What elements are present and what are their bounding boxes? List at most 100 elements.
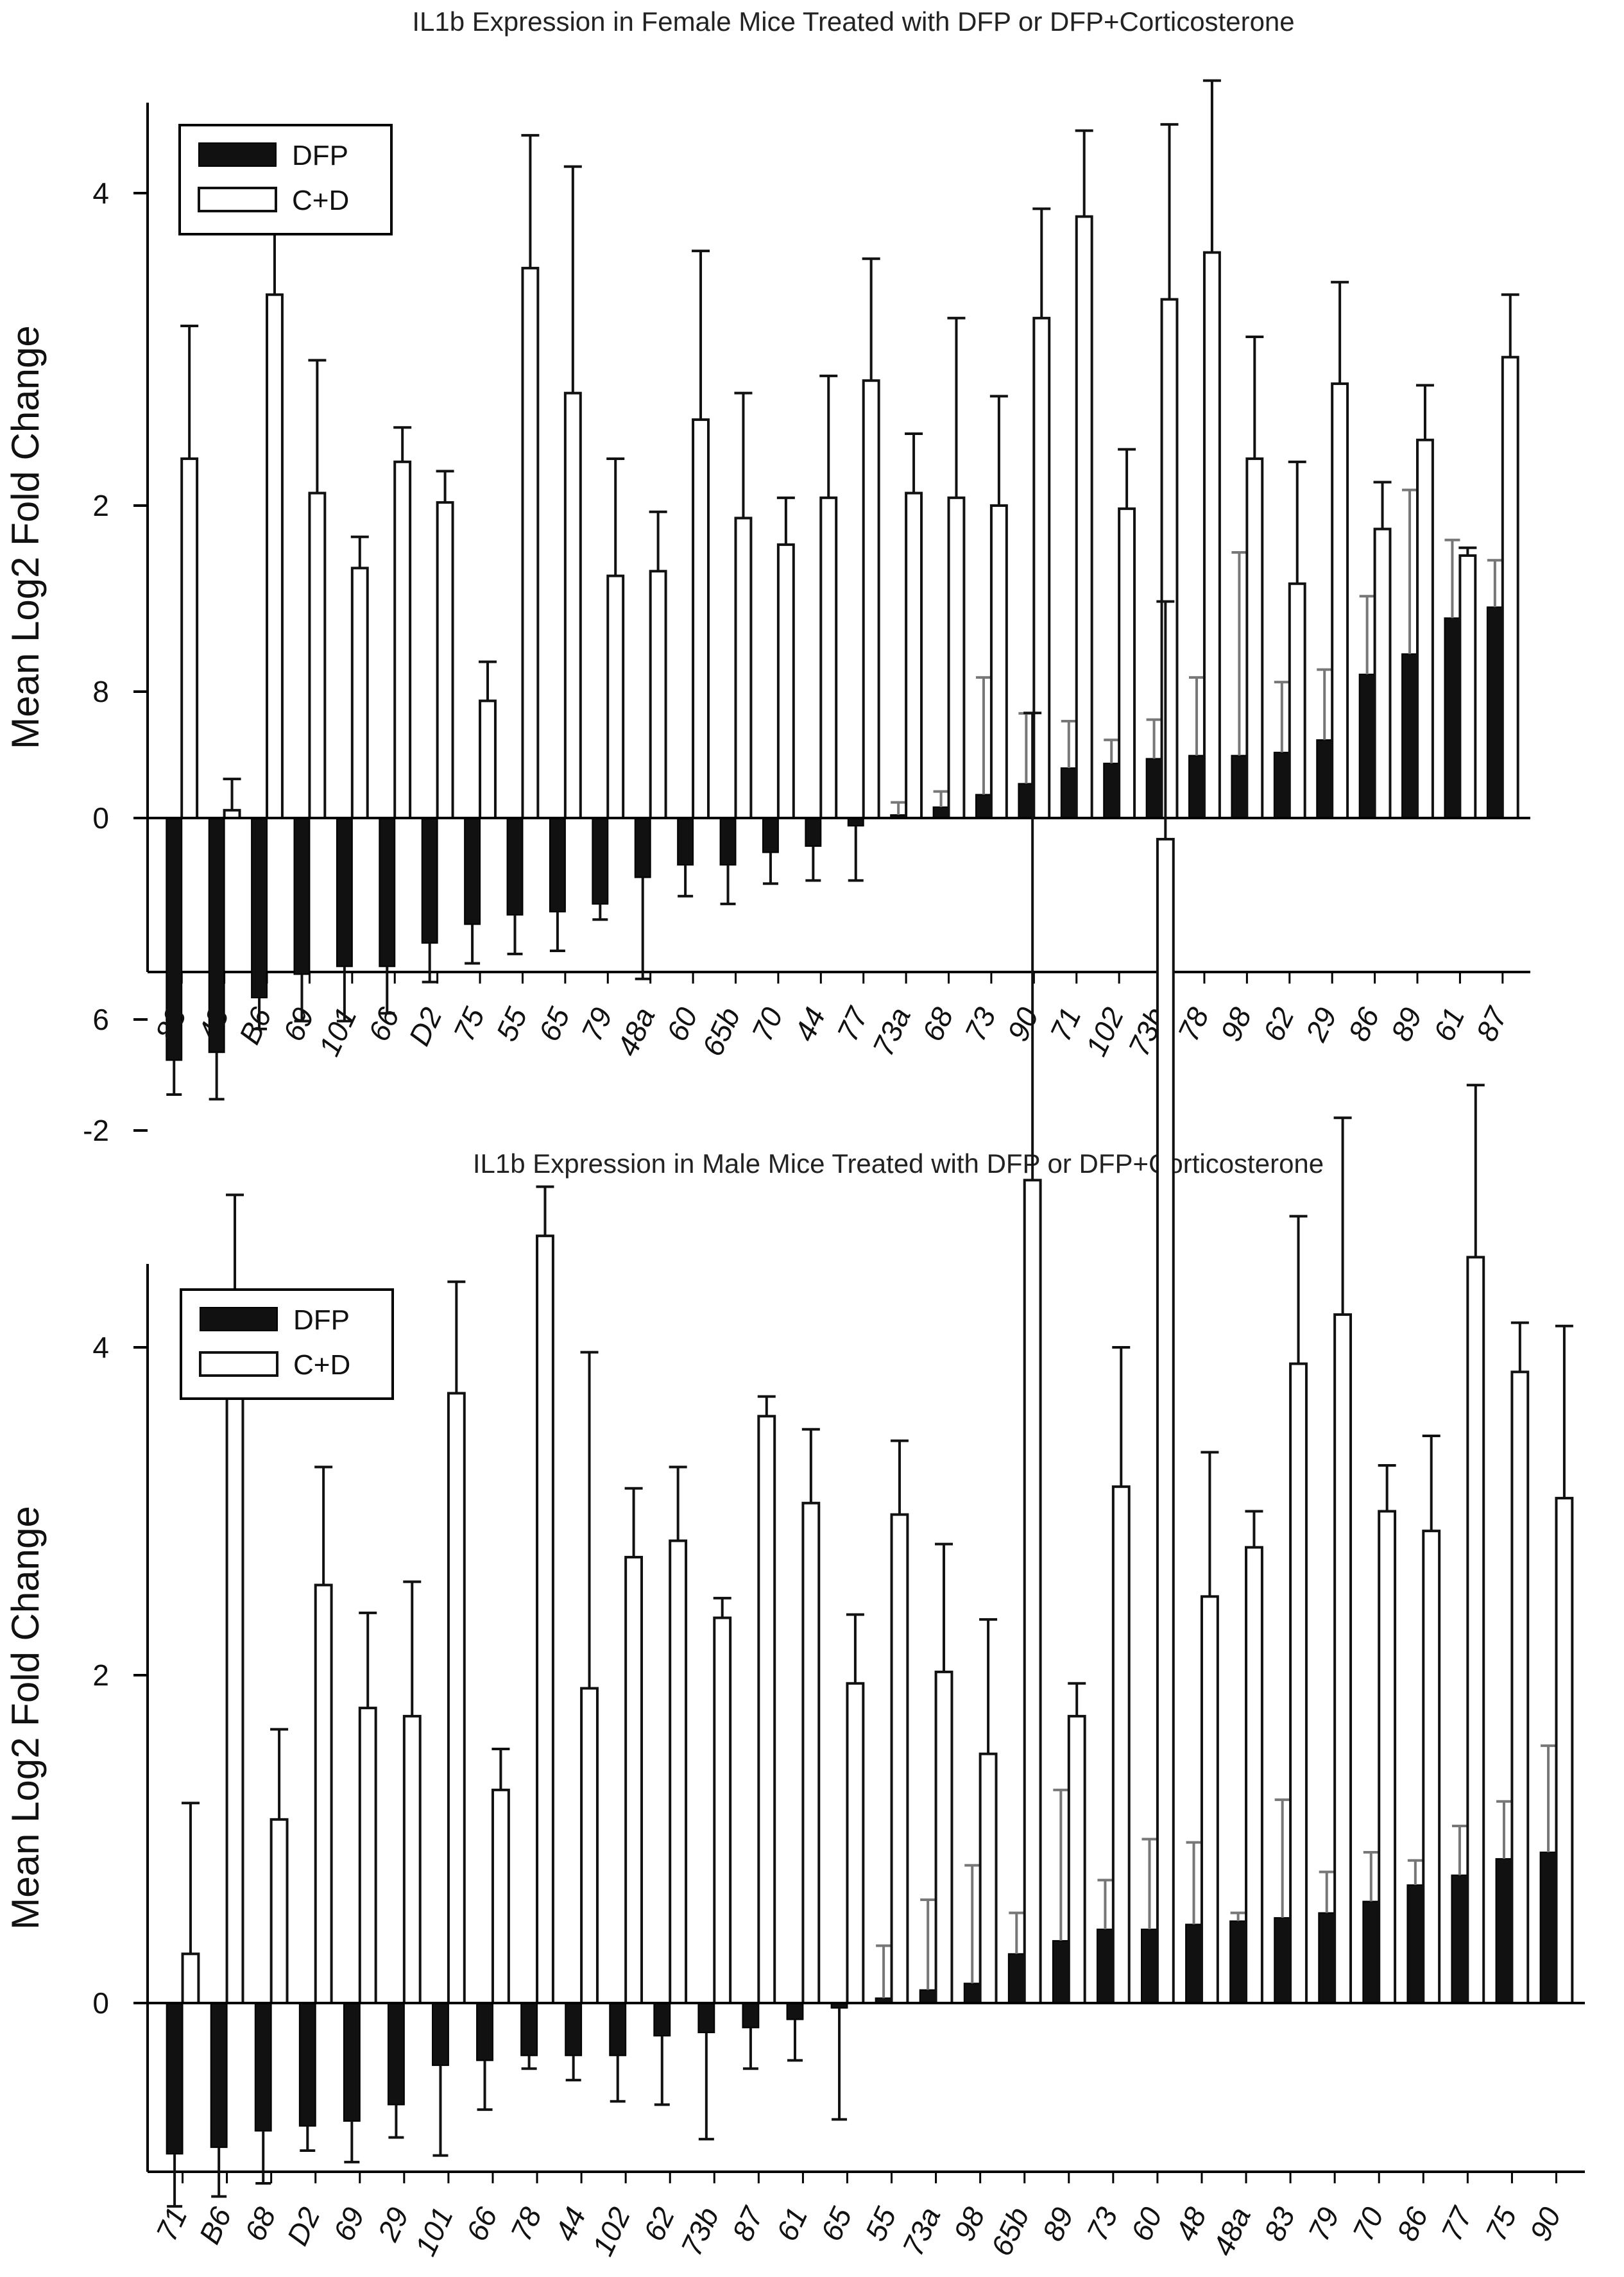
y-tick-label: 4 xyxy=(92,176,109,210)
x-tick-label: 48a xyxy=(1206,2202,1258,2261)
x-tick-label: 68 xyxy=(916,1002,960,1046)
bar-cd xyxy=(521,266,540,819)
bar-dfp xyxy=(379,817,396,968)
x-tick-label: 83 xyxy=(149,1002,193,1046)
x-tick-label: 77 xyxy=(1435,2201,1479,2246)
x-tick-label: 77 xyxy=(830,1002,875,1046)
y-tick-label: -2 xyxy=(83,1114,109,1147)
female-chart: IL1b Expression in Female Mice Treated w… xyxy=(4,6,1530,1147)
x-tick-label: 62 xyxy=(637,2202,681,2246)
bar-cd xyxy=(1378,1510,1397,2004)
bar-dfp xyxy=(1060,767,1077,819)
legend: DFP C+D xyxy=(178,124,393,235)
y-tick-label: 8 xyxy=(92,675,109,708)
bar-cd xyxy=(1501,355,1519,819)
x-tick-label: 90 xyxy=(1523,2202,1568,2246)
legend-label-cd: C+D xyxy=(293,1349,350,1381)
bar-cd xyxy=(580,1687,599,2004)
bar-dfp xyxy=(166,2002,184,2155)
x-tick-label: 44 xyxy=(548,2202,592,2246)
bar-dfp xyxy=(677,817,694,866)
bar-cd xyxy=(989,504,1008,819)
bar-dfp xyxy=(1096,1929,1114,2004)
bar-cd xyxy=(1288,582,1306,819)
bar-dfp xyxy=(254,2002,272,2132)
bar-cd xyxy=(563,391,582,819)
bar-cd xyxy=(757,1415,776,2005)
x-tick-label: 87 xyxy=(726,2201,770,2246)
bar-dfp xyxy=(520,2002,538,2056)
legend-swatch-cd xyxy=(198,187,277,212)
y-tick-label: 2 xyxy=(92,1659,109,1692)
x-tick-label: 78 xyxy=(504,2202,548,2246)
bar-cd xyxy=(266,293,284,819)
x-tick-label: D2 xyxy=(280,2202,327,2250)
bar-dfp xyxy=(1185,1923,1202,2004)
bar-dfp xyxy=(1274,1917,1292,2004)
x-tick-label: 65b xyxy=(984,2202,1036,2261)
bar-dfp xyxy=(432,2002,449,2067)
x-tick-label: 73 xyxy=(958,1002,1002,1046)
bar-dfp xyxy=(653,2002,671,2037)
bar-cd xyxy=(181,1952,200,2005)
bar-cd xyxy=(1075,215,1093,819)
bar-cd xyxy=(1333,1313,1353,2004)
x-tick-label: 75 xyxy=(447,1002,491,1046)
bar-cd xyxy=(314,1583,333,2005)
x-tick-label: 86 xyxy=(1342,1002,1386,1046)
x-tick-label: 101 xyxy=(408,2202,459,2261)
x-tick-label: 98 xyxy=(1214,1002,1258,1046)
bar-cd xyxy=(1118,507,1136,819)
x-tick-label: 70 xyxy=(745,1002,789,1046)
legend-label-dfp: DFP xyxy=(293,1304,350,1336)
x-tick-label: 65b xyxy=(696,1002,747,1061)
x-tick-label: 55 xyxy=(859,2202,903,2246)
bar-cd xyxy=(1458,554,1477,819)
male-chart: IL1b Expression in Male Mice Treated wit… xyxy=(4,600,1585,2261)
bar-dfp xyxy=(742,2002,760,2029)
bar-dfp xyxy=(343,2002,361,2122)
x-tick-label: 102 xyxy=(1079,1002,1131,1061)
legend-swatch-cd xyxy=(199,1351,278,1377)
bar-cd xyxy=(1415,438,1434,819)
x-tick-label: 65 xyxy=(532,1002,576,1046)
x-tick-label: 78 xyxy=(1171,1002,1215,1046)
legend: DFP C+D xyxy=(180,1288,394,1400)
bar-cd xyxy=(606,574,625,819)
bar-dfp xyxy=(293,817,311,975)
bar-cd xyxy=(1245,457,1264,819)
y-tick-label: 4 xyxy=(92,1331,109,1364)
bar-dfp xyxy=(1052,1940,1070,2004)
bar-dfp xyxy=(464,817,481,925)
bar-cd xyxy=(1289,1362,1308,2005)
bar-cd xyxy=(890,1513,909,2005)
x-tick-label: 29 xyxy=(371,2202,415,2246)
bar-cd xyxy=(479,699,497,819)
bar-cd xyxy=(624,1556,644,2005)
bar-dfp xyxy=(1007,1953,1025,2004)
legend-label-dfp: DFP xyxy=(292,140,348,171)
x-tick-label: 75 xyxy=(1479,2202,1523,2246)
x-tick-label: 68 xyxy=(238,2202,282,2246)
x-tick-label: 83 xyxy=(1257,2202,1301,2246)
bar-cd xyxy=(358,1707,377,2005)
x-tick-label: 73a xyxy=(896,2202,947,2261)
x-tick-label: 60 xyxy=(660,1002,704,1046)
x-tick-label: 55 xyxy=(490,1002,534,1046)
bar-dfp xyxy=(1316,739,1333,819)
x-tick-label: 48 xyxy=(1168,2202,1213,2246)
bar-dfp xyxy=(1229,1920,1247,2004)
bar-dfp xyxy=(634,817,651,878)
x-tick-label: 61 xyxy=(1427,1002,1471,1046)
bar-cd xyxy=(692,418,710,819)
x-tick-label: 87 xyxy=(1469,1002,1514,1046)
bar-dfp xyxy=(1362,1900,1380,2004)
bar-dfp xyxy=(697,2002,715,2033)
bar-cd xyxy=(649,570,667,820)
x-tick-label: 86 xyxy=(1390,2202,1435,2246)
bar-dfp xyxy=(975,794,992,819)
bar-cd xyxy=(1200,1595,1219,2005)
bar-dfp xyxy=(506,817,524,916)
x-tick-label: 79 xyxy=(575,1002,619,1046)
